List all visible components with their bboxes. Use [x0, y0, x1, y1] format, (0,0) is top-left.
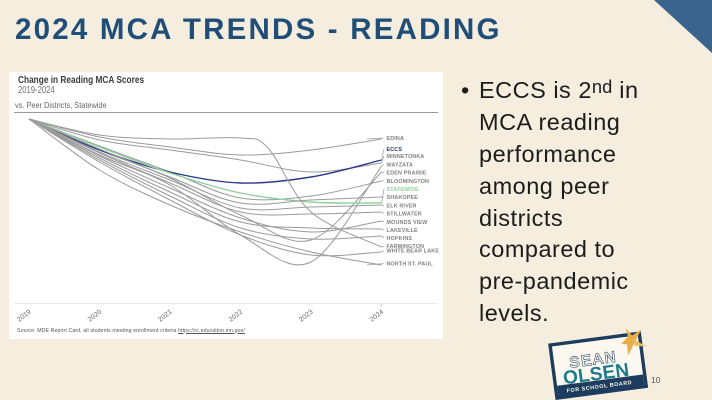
svg-text:ELK RIVER: ELK RIVER: [387, 204, 417, 210]
svg-text:WHITE BEAR LAKE: WHITE BEAR LAKE: [387, 249, 440, 255]
svg-text:ECCS: ECCS: [387, 147, 403, 153]
svg-text:HOPKINS: HOPKINS: [387, 236, 413, 242]
svg-text:EDEN PRAIRIE: EDEN PRAIRIE: [387, 171, 427, 177]
svg-text:STATEWIDE: STATEWIDE: [387, 187, 420, 193]
svg-text:SHAKOPEE: SHAKOPEE: [387, 195, 419, 201]
svg-text:2019: 2019: [16, 308, 33, 323]
svg-text:2021: 2021: [157, 308, 174, 323]
svg-text:2020: 2020: [87, 308, 104, 323]
svg-text:FARMINGTON: FARMINGTON: [387, 244, 425, 250]
svg-text:BLOOMINGTON: BLOOMINGTON: [387, 179, 430, 185]
svg-text:2022: 2022: [228, 308, 245, 323]
svg-text:LAKEVILLE: LAKEVILLE: [387, 228, 419, 234]
svg-text:MINNETONKA: MINNETONKA: [387, 154, 425, 160]
svg-text:WAYZATA: WAYZATA: [387, 163, 413, 169]
svg-text:STILLWATER: STILLWATER: [387, 212, 422, 218]
svg-text:2023: 2023: [298, 308, 315, 323]
svg-text:2024: 2024: [369, 308, 386, 323]
svg-text:NORTH ST. PAUL: NORTH ST. PAUL: [387, 262, 434, 268]
svg-text:EDINA: EDINA: [387, 136, 405, 142]
svg-text:MOUNDS VIEW: MOUNDS VIEW: [387, 220, 429, 226]
